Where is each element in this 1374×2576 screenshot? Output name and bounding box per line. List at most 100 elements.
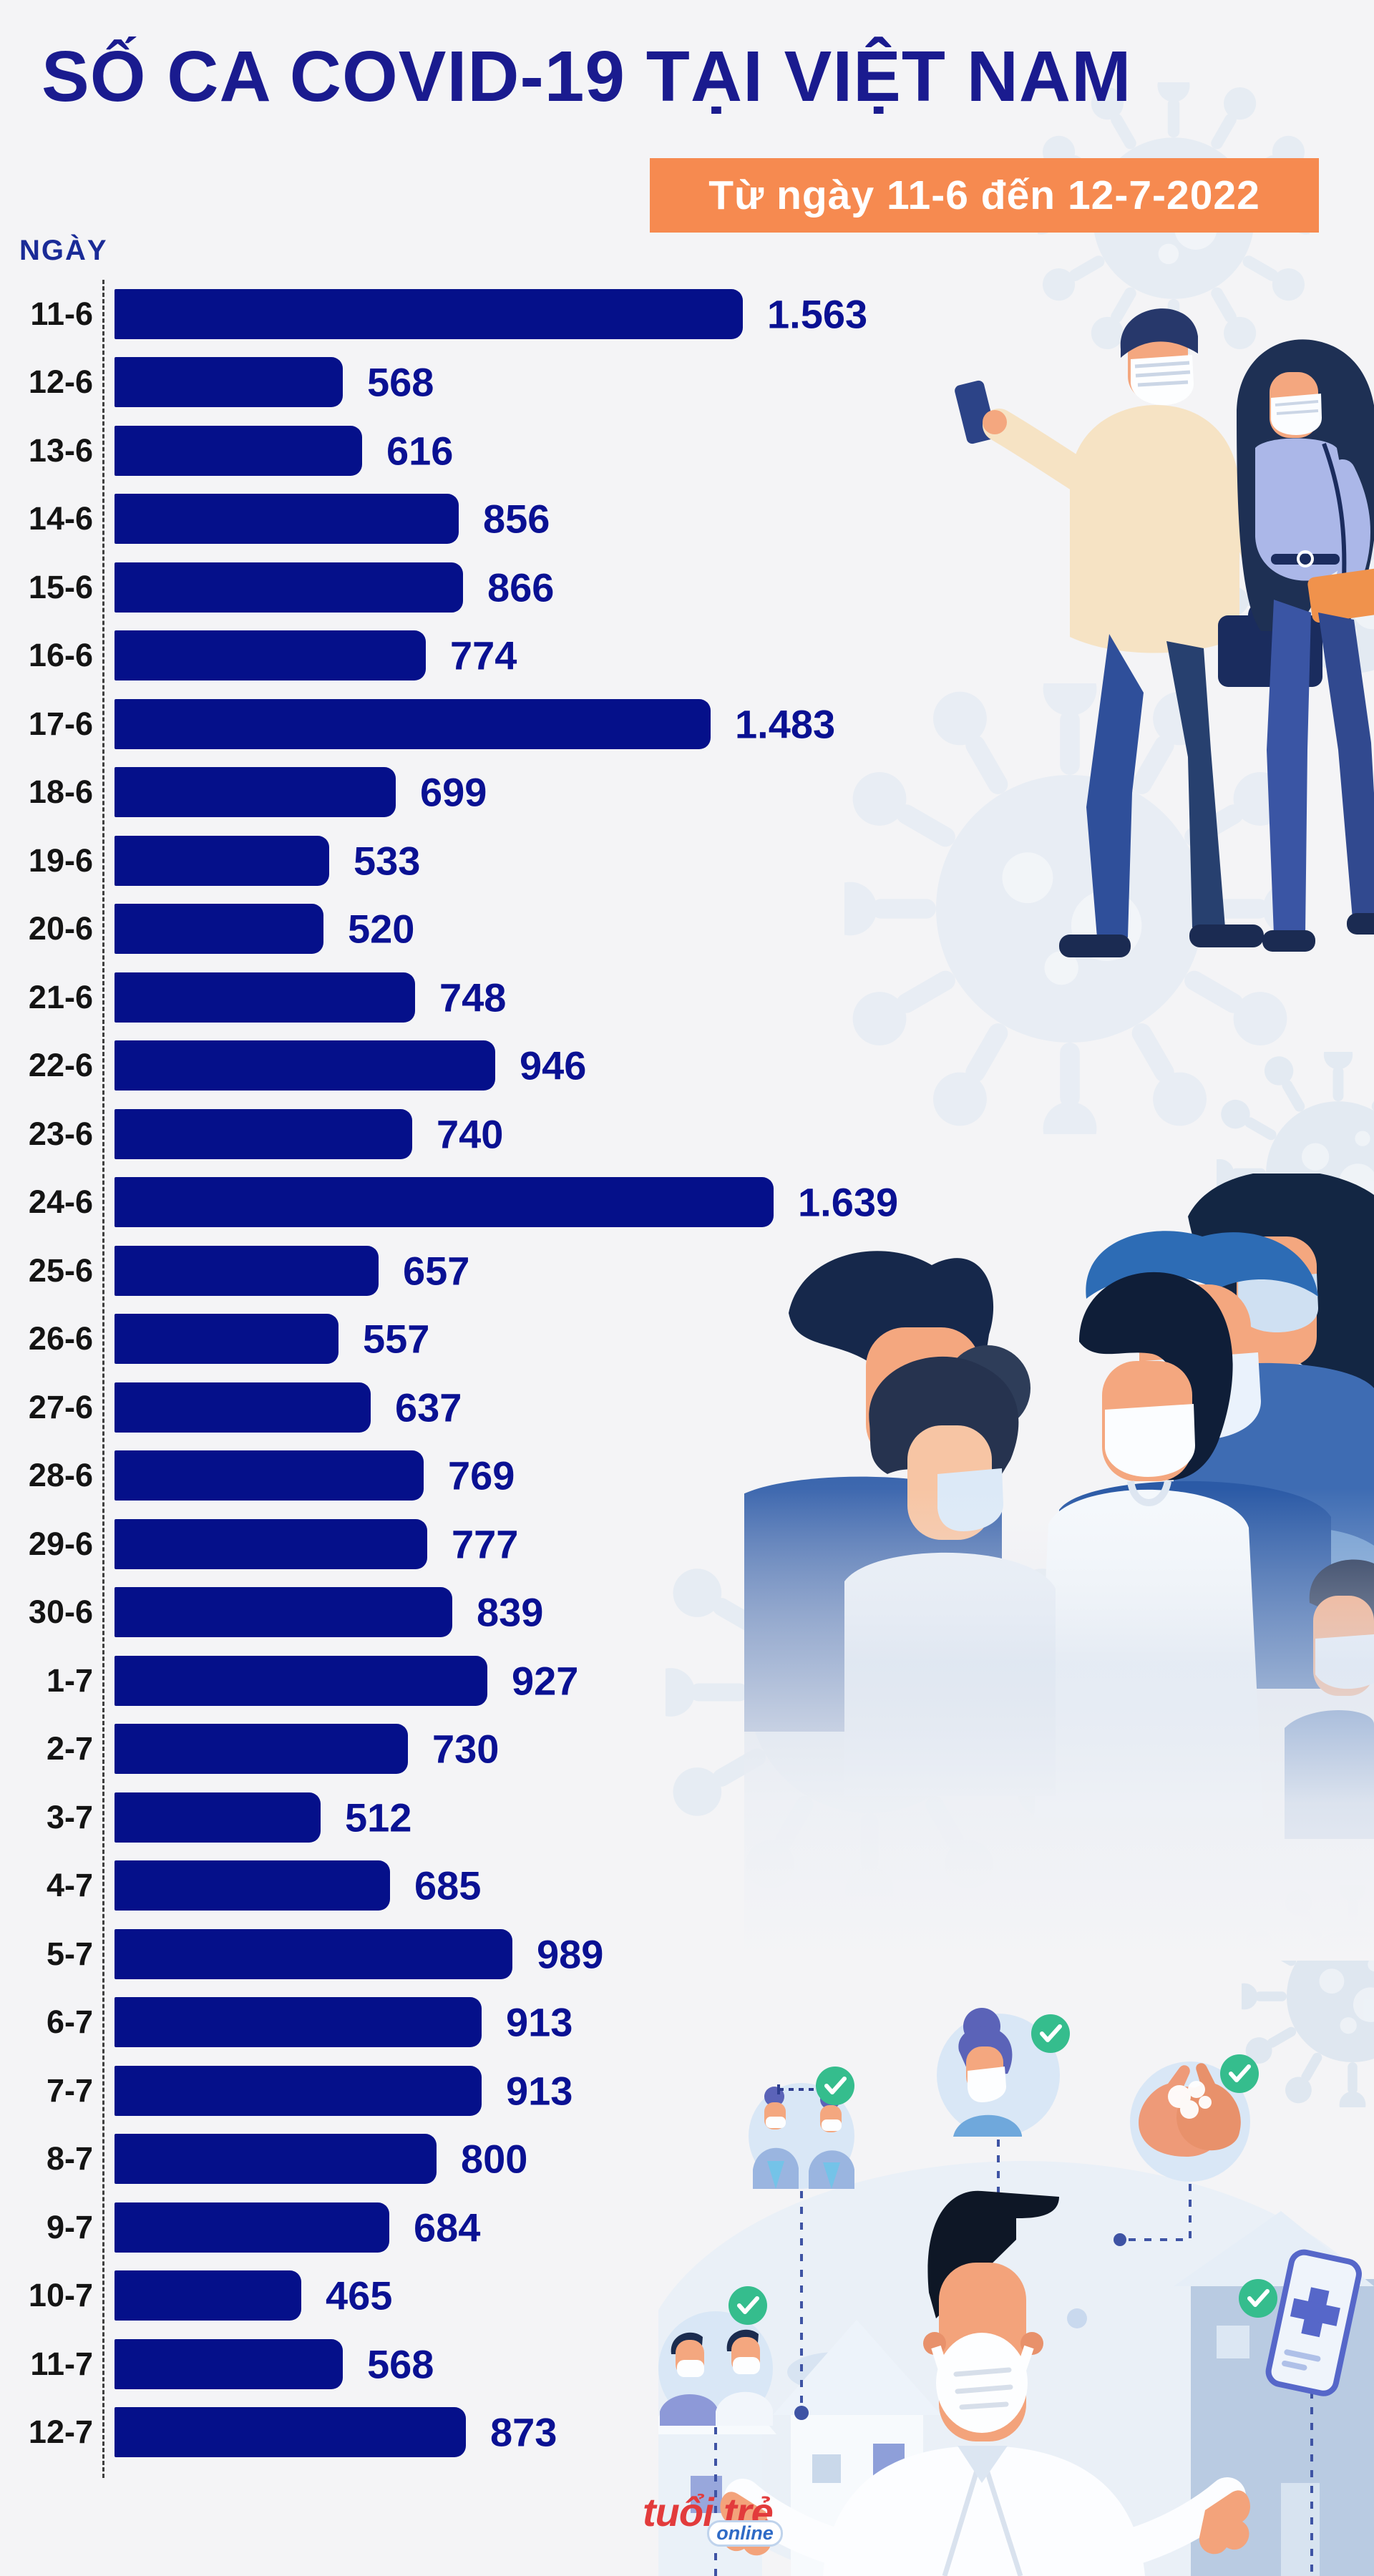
bar [114, 2338, 343, 2389]
checkmark-icon [729, 2286, 767, 2325]
chart-row: 7-7 913 [0, 2057, 1374, 2125]
page-title: SỐ CA COVID-19 TẠI VIỆT NAM [42, 36, 1132, 117]
men-distancing-icon [658, 2311, 773, 2426]
bar [114, 904, 323, 954]
value-label: 856 [483, 496, 550, 542]
chart-row: 16-6 774 [0, 622, 1374, 691]
masked-doctor [720, 2190, 1250, 2576]
date-label: 7-7 [46, 2072, 93, 2109]
bar [114, 1177, 774, 1227]
chart-row: 22-6 946 [0, 1032, 1374, 1101]
value-label: 1.639 [798, 1179, 899, 1225]
value-label: 774 [450, 633, 517, 678]
bar [114, 2407, 466, 2457]
date-label: 25-6 [28, 1252, 93, 1289]
bar [114, 1997, 482, 2047]
value-label: 730 [432, 1726, 500, 1772]
chart-row: 17-6 1.483 [0, 690, 1374, 758]
hair [1120, 308, 1198, 358]
value-label: 512 [345, 1795, 412, 1840]
date-label: 22-6 [28, 1047, 93, 1084]
date-range-banner: Từ ngày 11-6 đến 12-7-2022 [650, 158, 1319, 233]
checkmark-icon [1220, 2054, 1259, 2093]
chart-row: 26-6 557 [0, 1305, 1374, 1374]
chart-row: 9-7 684 [0, 2193, 1374, 2262]
chart-row: 23-6 740 [0, 1100, 1374, 1169]
wear-mask-icon [937, 2008, 1060, 2137]
axis-title: NGÀY [19, 235, 108, 266]
bar [114, 2270, 301, 2321]
date-label: 23-6 [28, 1115, 93, 1152]
value-label: 637 [395, 1385, 462, 1430]
date-label: 12-6 [28, 364, 93, 401]
date-label: 28-6 [28, 1457, 93, 1494]
chart-row: 29-6 777 [0, 1510, 1374, 1579]
chart-row: 8-7 800 [0, 2125, 1374, 2194]
axis-line [102, 280, 104, 2478]
bar [114, 630, 426, 680]
bar [114, 1928, 512, 1979]
chart-row: 20-6 520 [0, 895, 1374, 964]
bar [114, 1245, 379, 1296]
value-label: 568 [367, 359, 434, 405]
date-label: 4-7 [46, 1867, 93, 1904]
value-label: 913 [506, 2068, 573, 2114]
bar [114, 288, 743, 339]
date-label: 11-6 [30, 295, 93, 332]
date-label: 2-7 [46, 1730, 93, 1767]
chart-row: 24-6 1.639 [0, 1169, 1374, 1237]
bar [114, 2202, 389, 2253]
chart-row: 11-6 1.563 [0, 280, 1374, 348]
date-label: 8-7 [46, 2140, 93, 2177]
social-distancing-icon [749, 2083, 854, 2189]
value-label: 616 [386, 428, 454, 474]
chart-row: 15-6 866 [0, 553, 1374, 622]
value-label: 873 [490, 2409, 557, 2455]
masked-couple-illustration [955, 308, 1374, 957]
date-label: 15-6 [28, 568, 93, 605]
chart-row: 19-6 533 [0, 826, 1374, 895]
bar [114, 835, 329, 886]
date-label: 11-7 [30, 2345, 93, 2382]
bar [114, 425, 362, 476]
date-label: 1-7 [46, 1662, 93, 1699]
value-label: 839 [477, 1589, 544, 1635]
bar [114, 1860, 390, 1911]
value-label: 927 [512, 1658, 579, 1704]
chart-row: 10-7 465 [0, 2262, 1374, 2331]
chart-row: 18-6 699 [0, 758, 1374, 827]
face-mask-icon [968, 2067, 1006, 2102]
value-label: 1.483 [735, 701, 836, 747]
bar [114, 2065, 482, 2116]
chart-row: 12-6 568 [0, 348, 1374, 417]
date-label: 13-6 [28, 431, 93, 469]
value-label: 946 [520, 1043, 587, 1088]
value-label: 989 [537, 1931, 604, 1977]
value-label: 533 [354, 838, 421, 884]
date-label: 9-7 [46, 2208, 93, 2245]
sweater [1070, 405, 1239, 653]
bar [114, 1518, 427, 1569]
date-label: 5-7 [46, 1935, 93, 1972]
date-label: 21-6 [28, 978, 93, 1015]
bar [114, 1314, 338, 1364]
value-label: 657 [403, 1248, 470, 1294]
bar [114, 2134, 437, 2184]
blouse [1255, 438, 1354, 581]
chart-row: 4-7 685 [0, 1852, 1374, 1921]
chart-row: 13-6 616 [0, 416, 1374, 485]
date-label: 16-6 [28, 637, 93, 674]
value-label: 769 [448, 1453, 515, 1498]
date-label: 6-7 [46, 2004, 93, 2041]
chart-row: 27-6 637 [0, 1373, 1374, 1442]
date-label: 29-6 [28, 1525, 93, 1562]
value-label: 866 [487, 565, 555, 610]
bar [114, 1792, 321, 1843]
date-label: 10-7 [28, 2277, 93, 2314]
checkmark-icon [816, 2067, 854, 2105]
date-label: 27-6 [28, 1388, 93, 1425]
masked-woman [1237, 339, 1374, 952]
date-label: 17-6 [28, 705, 93, 742]
bar [114, 562, 463, 613]
